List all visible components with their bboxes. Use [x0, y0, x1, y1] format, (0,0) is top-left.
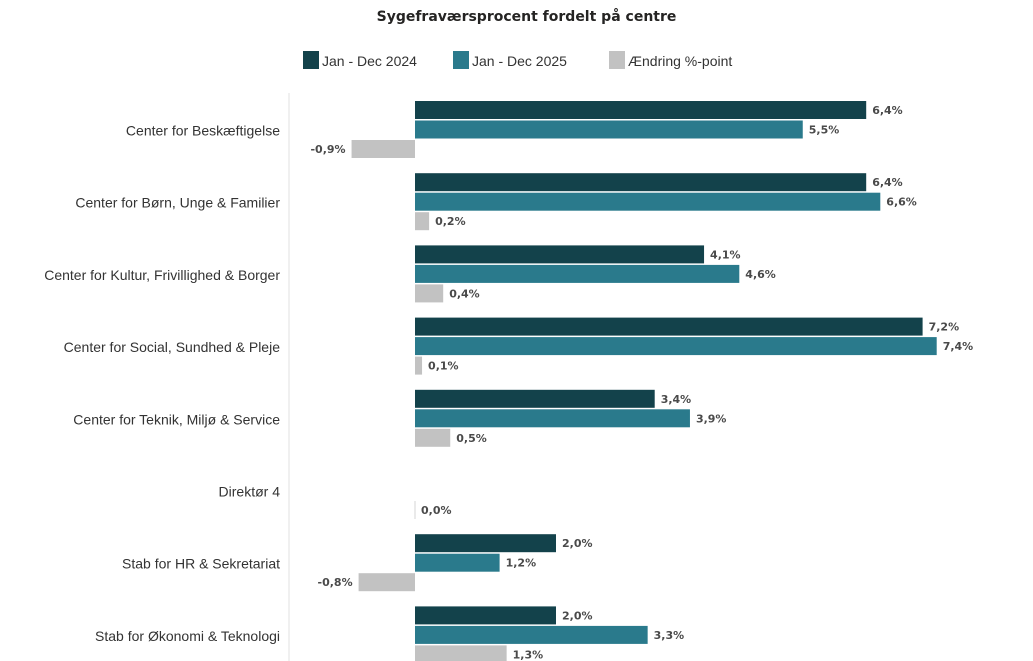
bar-3 [358, 573, 415, 592]
bar-3 [415, 212, 430, 231]
data-label: 3,3% [654, 629, 685, 642]
data-label: 6,4% [872, 176, 903, 189]
bar-1 [415, 101, 867, 119]
bar-2 [415, 192, 881, 211]
data-label: 7,4% [943, 340, 974, 353]
data-label: 7,2% [929, 321, 960, 334]
bar-1 [415, 534, 556, 553]
category-label: Center for Social, Sundhed & Pleje [64, 339, 281, 355]
category-label: Center for Kultur, Frivillighed & Borger [44, 267, 280, 283]
bar-1 [415, 173, 867, 192]
data-label: 0,5% [456, 432, 487, 445]
data-label: 4,1% [710, 248, 741, 261]
legend-swatch-2025 [453, 51, 469, 69]
data-label: 1,2% [506, 557, 537, 570]
data-label: 3,9% [696, 412, 727, 425]
data-label: 0,4% [449, 287, 480, 300]
bar-3 [415, 428, 451, 447]
legend-label-2025: Jan - Dec 2025 [472, 53, 567, 69]
bar-1 [415, 317, 923, 336]
category-label: Center for Teknik, Miljø & Service [73, 411, 280, 427]
legend-swatch-aendring [609, 51, 625, 69]
category-label: Direktør 4 [219, 484, 281, 500]
bar-2 [415, 337, 937, 356]
data-label: 0,0% [421, 504, 452, 517]
data-label: 0,1% [428, 360, 459, 373]
bar-1 [415, 389, 655, 408]
bar-3 [415, 356, 423, 375]
data-label: 6,6% [886, 196, 917, 209]
bar-2 [415, 553, 500, 572]
bar-1 [415, 606, 556, 625]
bar-3 [351, 140, 415, 158]
data-label: -0,8% [318, 576, 353, 589]
data-label: 2,0% [562, 609, 593, 622]
legend-swatch-2024 [303, 51, 319, 69]
data-label: 3,4% [661, 393, 692, 406]
bar-2 [415, 625, 648, 644]
legend-label-aendring: Ændring %-point [628, 53, 733, 69]
data-label: -0,9% [310, 143, 345, 156]
bar-2 [415, 409, 690, 428]
bar-2 [415, 120, 803, 139]
bar-2 [415, 264, 740, 283]
chart-title: Sygefraværsprocent fordelt på centre [376, 9, 677, 25]
category-label: Center for Beskæftigelse [126, 123, 280, 139]
data-label: 6,4% [872, 104, 903, 117]
category-label: Stab for HR & Sekretariat [122, 556, 280, 572]
data-label: 4,6% [745, 268, 776, 281]
bar-3 [415, 284, 444, 303]
data-label: 2,0% [562, 537, 593, 550]
data-label: 0,2% [435, 215, 466, 228]
category-label: Center for Børn, Unge & Familier [75, 195, 280, 211]
data-label: 1,3% [513, 648, 544, 661]
category-label: Stab for Økonomi & Teknologi [95, 628, 280, 644]
data-label: 5,5% [809, 124, 840, 137]
legend-label-2024: Jan - Dec 2024 [322, 53, 417, 69]
bar-1 [415, 245, 705, 264]
bar-3 [415, 645, 507, 661]
